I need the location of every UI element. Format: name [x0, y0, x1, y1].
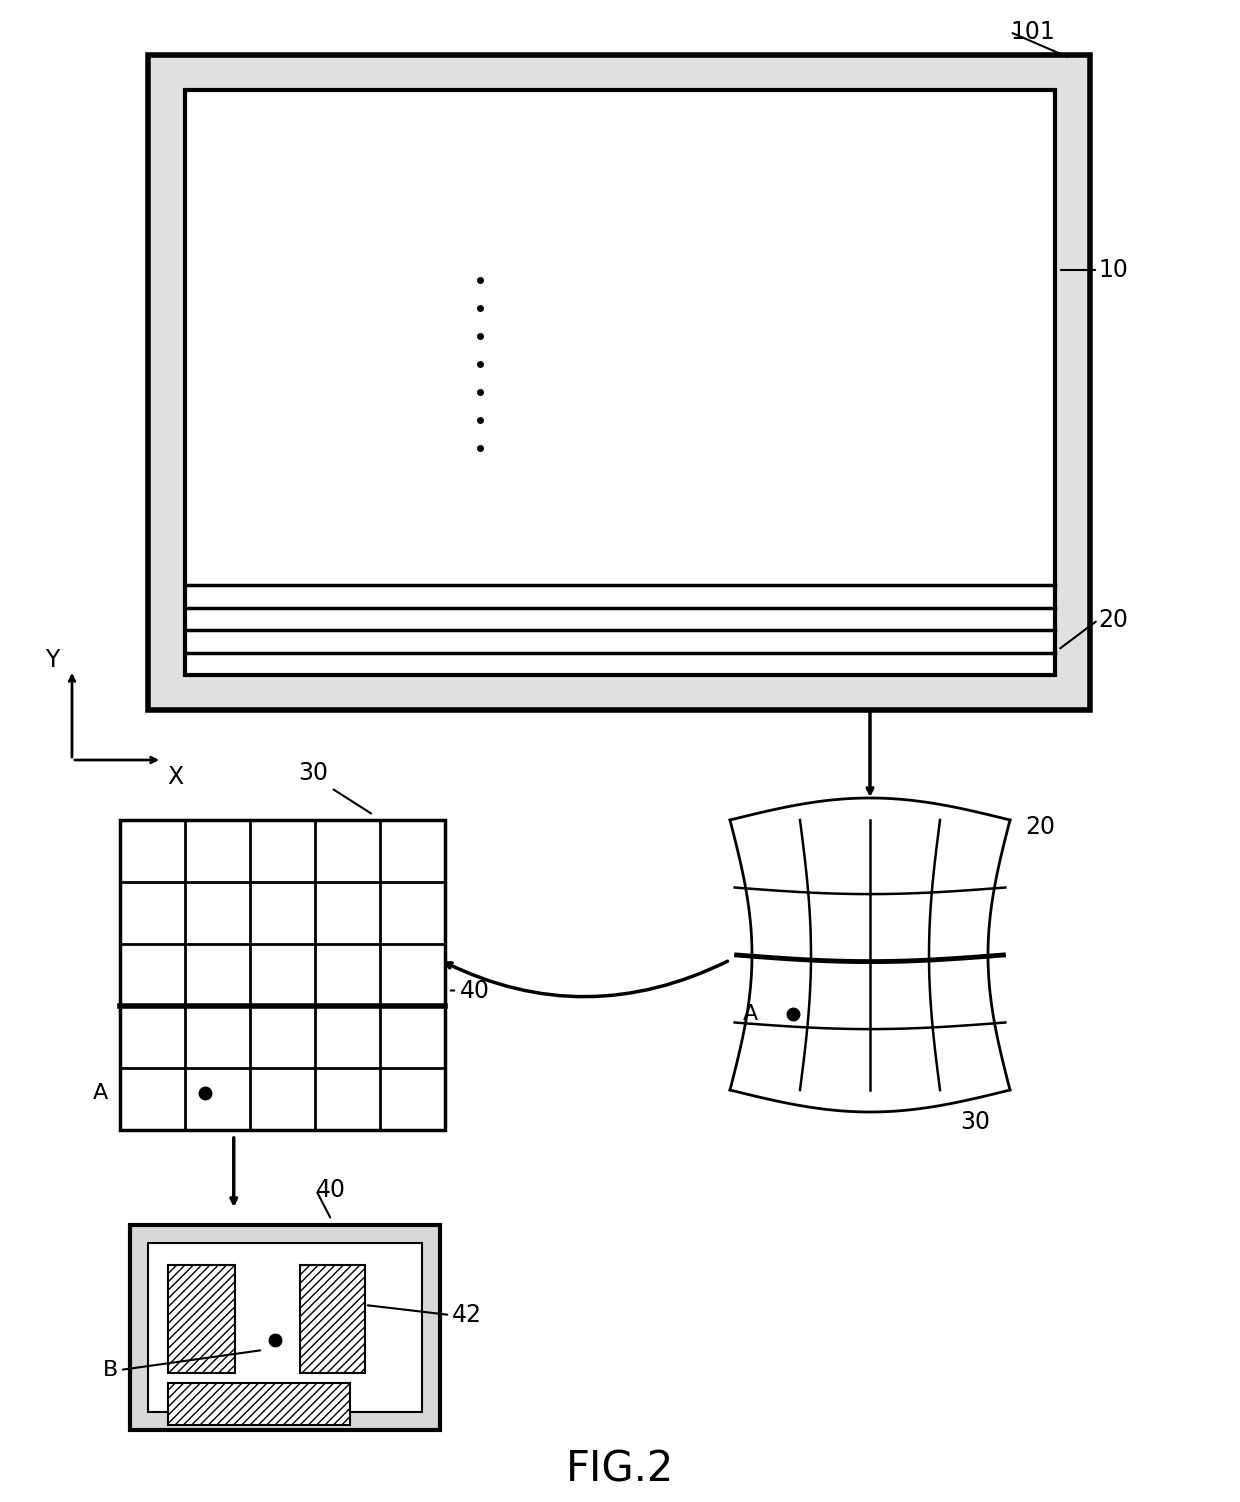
Bar [148, 1244, 422, 1412]
Text: B: B [103, 1359, 118, 1380]
Text: 40: 40 [460, 978, 490, 1002]
Text: Y: Y [45, 647, 60, 671]
Text: A: A [93, 1083, 108, 1102]
Text: X: X [167, 765, 184, 789]
Bar [167, 1383, 350, 1425]
Text: 20: 20 [1097, 608, 1128, 632]
Text: 101: 101 [1011, 20, 1055, 44]
Bar [167, 1265, 236, 1373]
Bar [300, 1265, 365, 1373]
Text: 10: 10 [1097, 258, 1128, 282]
Text: 40: 40 [316, 1178, 346, 1202]
Text: FIG.2: FIG.2 [565, 1449, 675, 1491]
Bar [185, 90, 1055, 674]
Text: 42: 42 [453, 1304, 482, 1326]
Bar [120, 820, 445, 1130]
Bar [148, 56, 1090, 710]
Bar [130, 1226, 440, 1430]
Text: 30: 30 [960, 1110, 990, 1134]
Text: 30: 30 [299, 762, 329, 786]
Text: 20: 20 [1025, 816, 1055, 840]
Text: A: A [743, 1005, 758, 1024]
